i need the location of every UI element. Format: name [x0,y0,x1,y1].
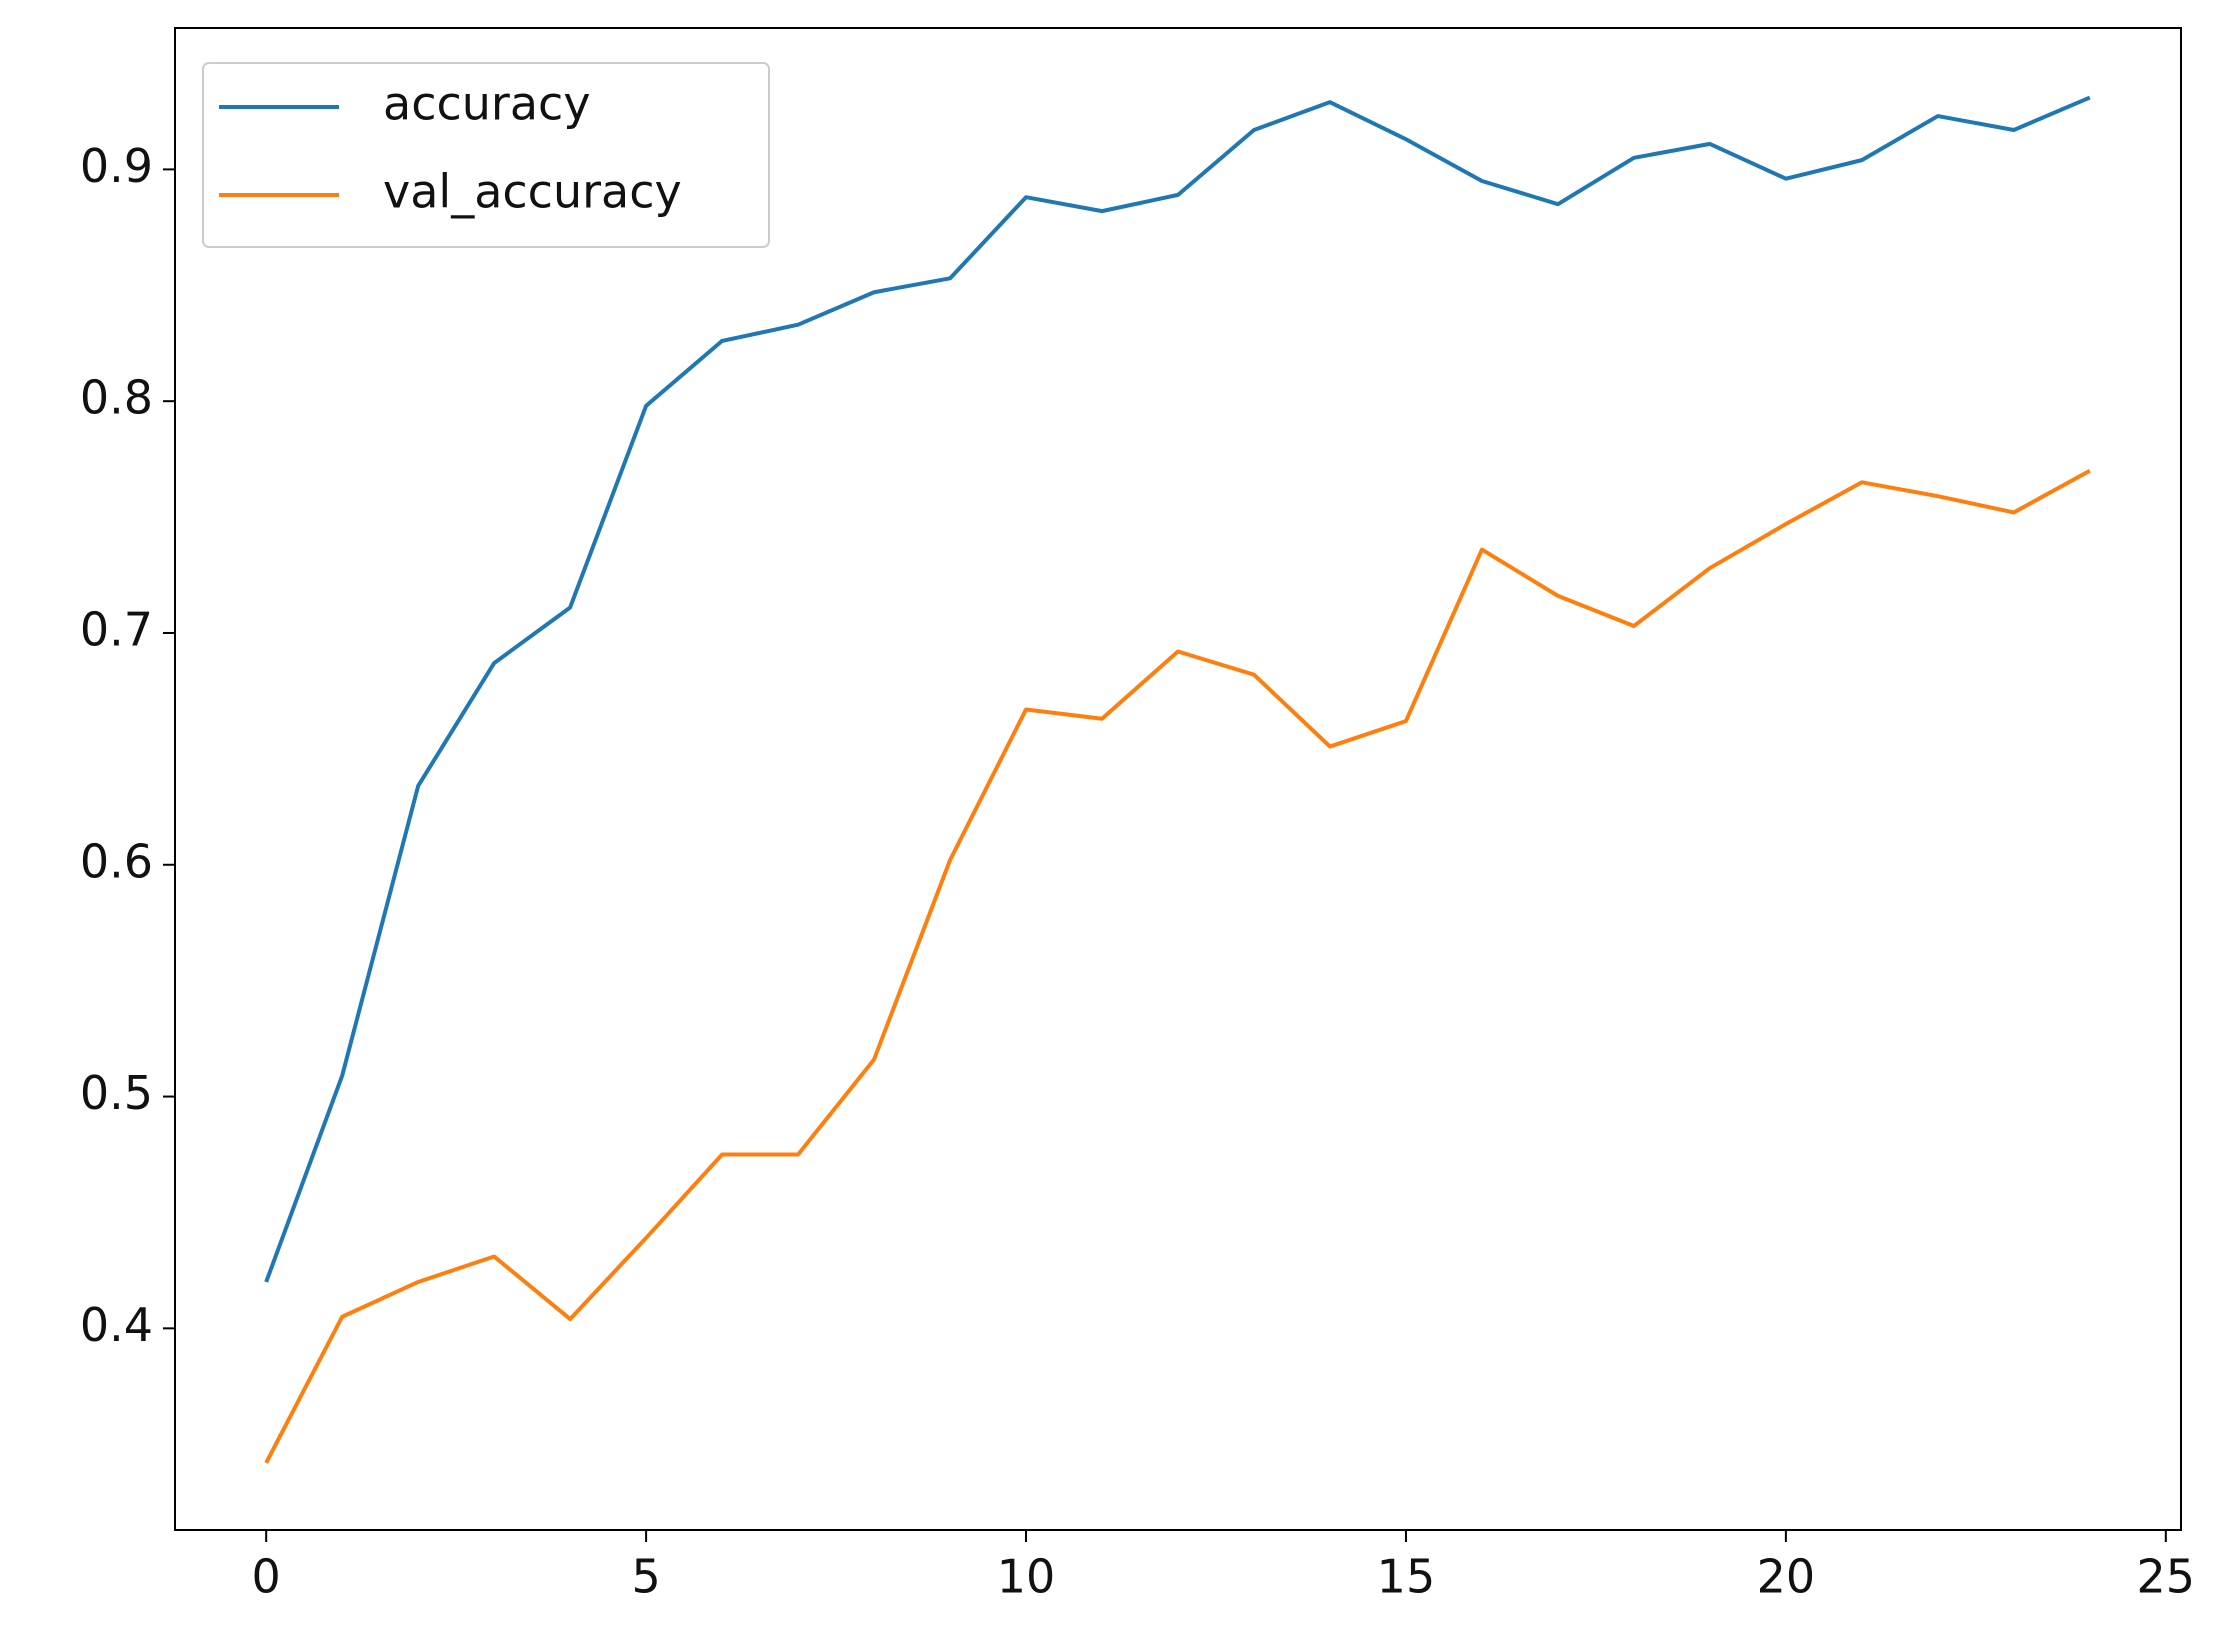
y-tick-label: 0.8 [80,371,153,425]
y-tick-label: 0.6 [80,834,153,888]
y-tick-label: 0.7 [80,602,153,656]
x-tick-label: 0 [252,1550,281,1604]
y-tick-label: 0.5 [80,1066,153,1120]
legend-label: val_accuracy [383,165,682,219]
x-tick-label: 15 [1377,1550,1436,1604]
x-tick-label: 25 [2137,1550,2196,1604]
y-tick-label: 0.9 [80,139,153,193]
plot-frame [174,27,2182,1531]
y-tick-label: 0.4 [80,1298,153,1352]
data-line [264,95,2091,1283]
data-line [264,468,2091,1464]
x-tick-label: 20 [1757,1550,1816,1604]
legend-label: accuracy [383,77,591,131]
legend-box [202,62,770,248]
x-tick-label: 10 [997,1550,1056,1604]
x-tick-label: 5 [631,1550,660,1604]
